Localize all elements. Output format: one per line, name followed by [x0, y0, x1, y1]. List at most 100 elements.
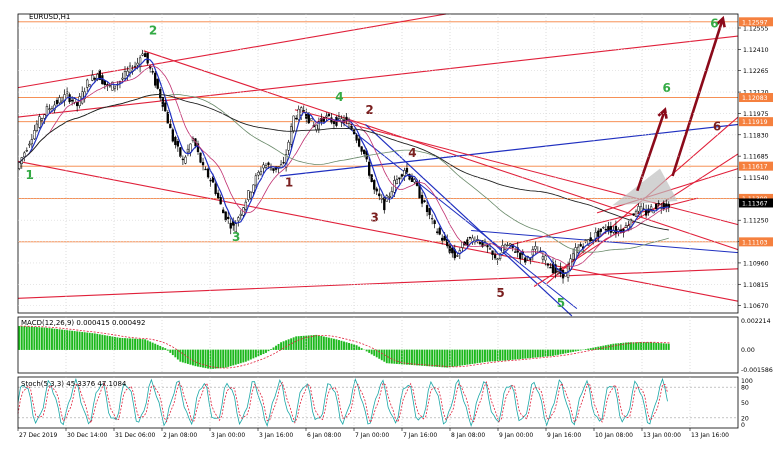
macd-bar [272, 347, 275, 350]
candle-body [70, 99, 74, 102]
candle-body [599, 228, 602, 232]
candle-body [430, 217, 434, 220]
candle-body [433, 220, 436, 225]
macd-bar [166, 349, 169, 351]
macd-bar [83, 332, 86, 350]
candle-body [597, 230, 600, 237]
macd-bar [541, 349, 544, 357]
macd-bar [325, 337, 328, 350]
wave-label: 4 [335, 90, 343, 104]
candle-body [667, 203, 670, 208]
candle-body [481, 240, 484, 247]
trend-line [334, 116, 578, 309]
candle-body [436, 231, 439, 233]
macd-bar [219, 349, 222, 369]
macd-bar [317, 335, 320, 350]
macd-bar [489, 349, 491, 362]
macd-bar [383, 349, 386, 362]
candle-body [76, 101, 79, 107]
candle-body [45, 106, 49, 116]
macd-bar [592, 347, 595, 350]
price-badge [739, 198, 773, 208]
macd-bar [451, 349, 454, 367]
macd-bar [501, 349, 504, 361]
time-axis-label: 30 Dec 14:00 [67, 432, 108, 439]
candle-body [287, 141, 290, 151]
macd-bar [186, 349, 189, 364]
macd-bar [189, 349, 192, 365]
macd-bar [408, 349, 411, 365]
stoch-d-line [17, 380, 668, 424]
macd-bar [589, 348, 592, 350]
macd-bar [144, 339, 147, 350]
macd-bar [552, 349, 554, 356]
time-axis-label: 13 Jan 00:00 [643, 432, 681, 439]
candle-body [524, 257, 527, 263]
macd-bar [662, 343, 665, 350]
macd-bar [161, 347, 164, 350]
macd-bar [239, 349, 242, 364]
macd-bar [390, 349, 393, 364]
candle-body [28, 143, 31, 146]
candle-body [509, 243, 512, 246]
candle-body [614, 225, 618, 234]
macd-bar [612, 343, 615, 350]
macd-bar [35, 327, 38, 350]
macd-bar [176, 349, 179, 360]
candle-body [655, 203, 658, 210]
macd-bar [647, 342, 650, 350]
price-tick-label: 1.12410 [743, 47, 769, 54]
macd-bar [370, 349, 373, 355]
macd-bar [655, 342, 658, 350]
macd-bar [597, 346, 600, 350]
macd-bar [171, 349, 174, 356]
macd-readout: MACD(12,26,9) 0.000415 0.000492 [21, 319, 145, 327]
macd-bar [108, 336, 111, 350]
macd-bar [438, 349, 441, 368]
macd-bar [373, 349, 376, 356]
time-axis-label: 8 Jan 08:00 [451, 432, 485, 439]
macd-bar [637, 342, 640, 350]
macd-bar [154, 343, 157, 350]
macd-bar [496, 349, 499, 361]
macd-bar [234, 349, 237, 365]
macd-bar [181, 349, 184, 363]
macd-bar [448, 349, 451, 368]
candle-body [38, 116, 41, 128]
candle-body [108, 85, 112, 87]
macd-bar [622, 342, 625, 350]
macd-bar [554, 349, 557, 356]
candle-body [468, 236, 472, 239]
macd-bar [504, 349, 507, 361]
macd-bar [332, 338, 335, 350]
stoch-tick-label: 50 [741, 400, 749, 407]
macd-bar [355, 345, 358, 350]
candle-body [227, 216, 230, 219]
candle-body [395, 179, 399, 184]
stoch-tick-label: 20 [741, 415, 749, 422]
candle-body [546, 263, 550, 266]
macd-bar [305, 335, 308, 350]
macd-bar [280, 342, 283, 350]
candle-body [332, 121, 336, 124]
macd-bar [30, 326, 33, 350]
macd-bar [343, 341, 345, 350]
candle-body [239, 213, 242, 216]
candle-body [315, 124, 318, 130]
candle-body [123, 71, 127, 79]
price-badge [739, 161, 773, 171]
ma-long [18, 94, 669, 231]
price-tick-label: 1.11540 [743, 175, 769, 182]
macd-bar [81, 331, 84, 350]
candle-body [425, 205, 429, 213]
macd-bar [559, 349, 562, 355]
macd-bar [398, 349, 401, 365]
time-axis-label: 9 Jan 00:00 [499, 432, 533, 439]
macd-bar [544, 349, 547, 357]
candle-body [501, 245, 504, 253]
macd-bar [48, 328, 51, 350]
price-tick-label: 1.11250 [743, 218, 769, 225]
macd-bar [476, 349, 479, 364]
candle-body [224, 211, 227, 221]
